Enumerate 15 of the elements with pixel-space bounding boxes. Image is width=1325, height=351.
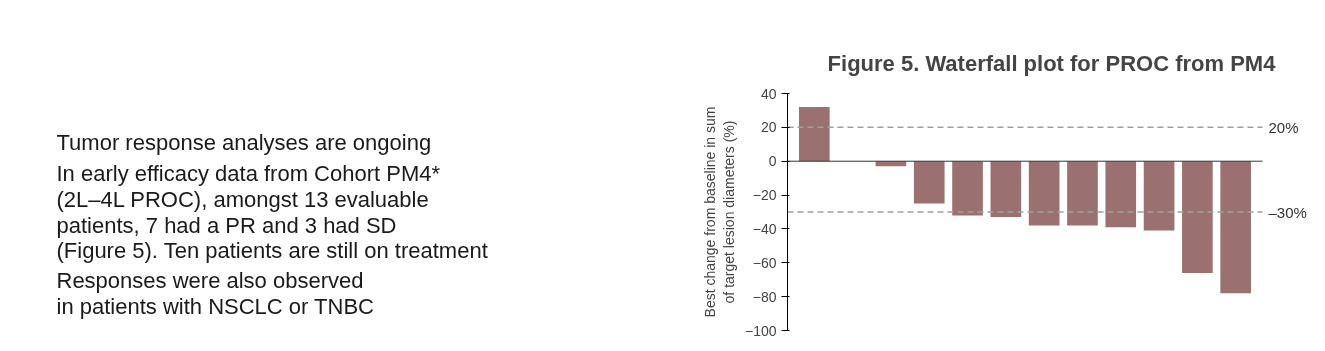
y-tick-label: 40 <box>760 85 777 102</box>
ref-line-label: 20% <box>1268 118 1299 136</box>
y-tick-label: 20 <box>760 119 777 136</box>
y-tick-label: −60 <box>752 254 777 271</box>
text: Responses were also observed in patients with NSCLC or TNBC <box>56 268 375 319</box>
ref-line-label: –30% <box>1268 203 1307 221</box>
y-tick-label: −80 <box>752 288 777 305</box>
chart-title: Figure 5. Waterfall plot for PROC from PM4 <box>827 50 1277 76</box>
y-tick-label: 0 <box>768 153 777 170</box>
y-tick-label: −100 <box>744 322 777 339</box>
y-tick-label: −40 <box>752 220 777 237</box>
text: In early efficacy data from Cohort PM4* (2L–4L PROC), amongst 13 evaluable patients, 7 had a PR and 3 had SD (Figure 5). Ten patients are still on treatment <box>56 161 488 264</box>
y-tick-label: −20 <box>752 187 777 204</box>
text: Tumor response analyses are ongoing <box>56 130 432 156</box>
y-axis-title: Best change from baseline in sum of target lesion diameters (%) <box>701 106 737 318</box>
